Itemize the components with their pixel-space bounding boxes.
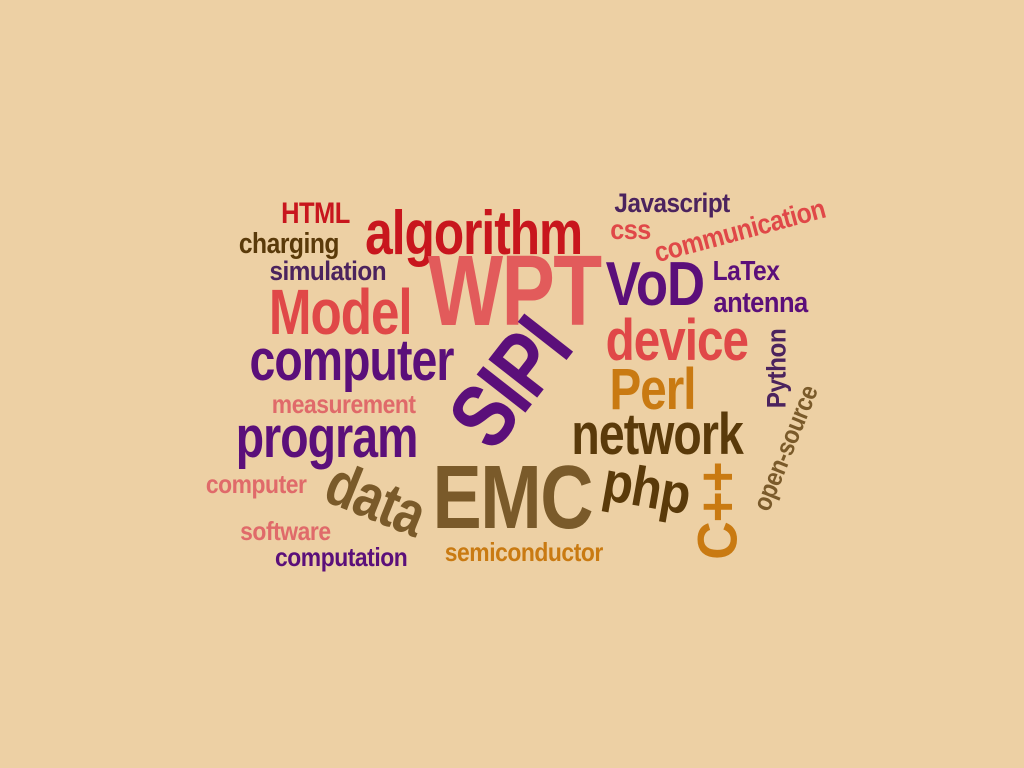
word-emc: EMC — [432, 448, 593, 548]
word-wpt: WPT — [427, 235, 603, 347]
word-python: Python — [761, 328, 792, 408]
word-latex: LaTex — [712, 255, 780, 286]
word-computer: computer — [248, 328, 454, 393]
word-program: program — [236, 405, 419, 470]
word-c-plus-plus: C++ — [685, 462, 748, 560]
word-software: software — [239, 516, 331, 546]
word-semiconductor: semiconductor — [444, 537, 604, 567]
word-antenna: antenna — [713, 286, 809, 319]
word-device: device — [605, 308, 749, 373]
word-network: network — [571, 402, 743, 467]
word-javascript: Javascript — [614, 187, 730, 218]
word-html: HTML — [280, 197, 350, 230]
word-algorithm: algorithm — [365, 199, 583, 268]
word-computation: computation — [274, 542, 408, 572]
word-model: Model — [268, 276, 413, 348]
word-charging: charging — [238, 227, 340, 260]
word-measurement: measurement — [272, 389, 416, 419]
word-simulation: simulation — [269, 255, 387, 286]
word-computer: computer — [205, 469, 307, 499]
word-php: php — [598, 448, 696, 527]
word-perl: Perl — [608, 357, 696, 422]
word-css: css — [610, 214, 652, 245]
word-vod: VoD — [605, 250, 705, 319]
